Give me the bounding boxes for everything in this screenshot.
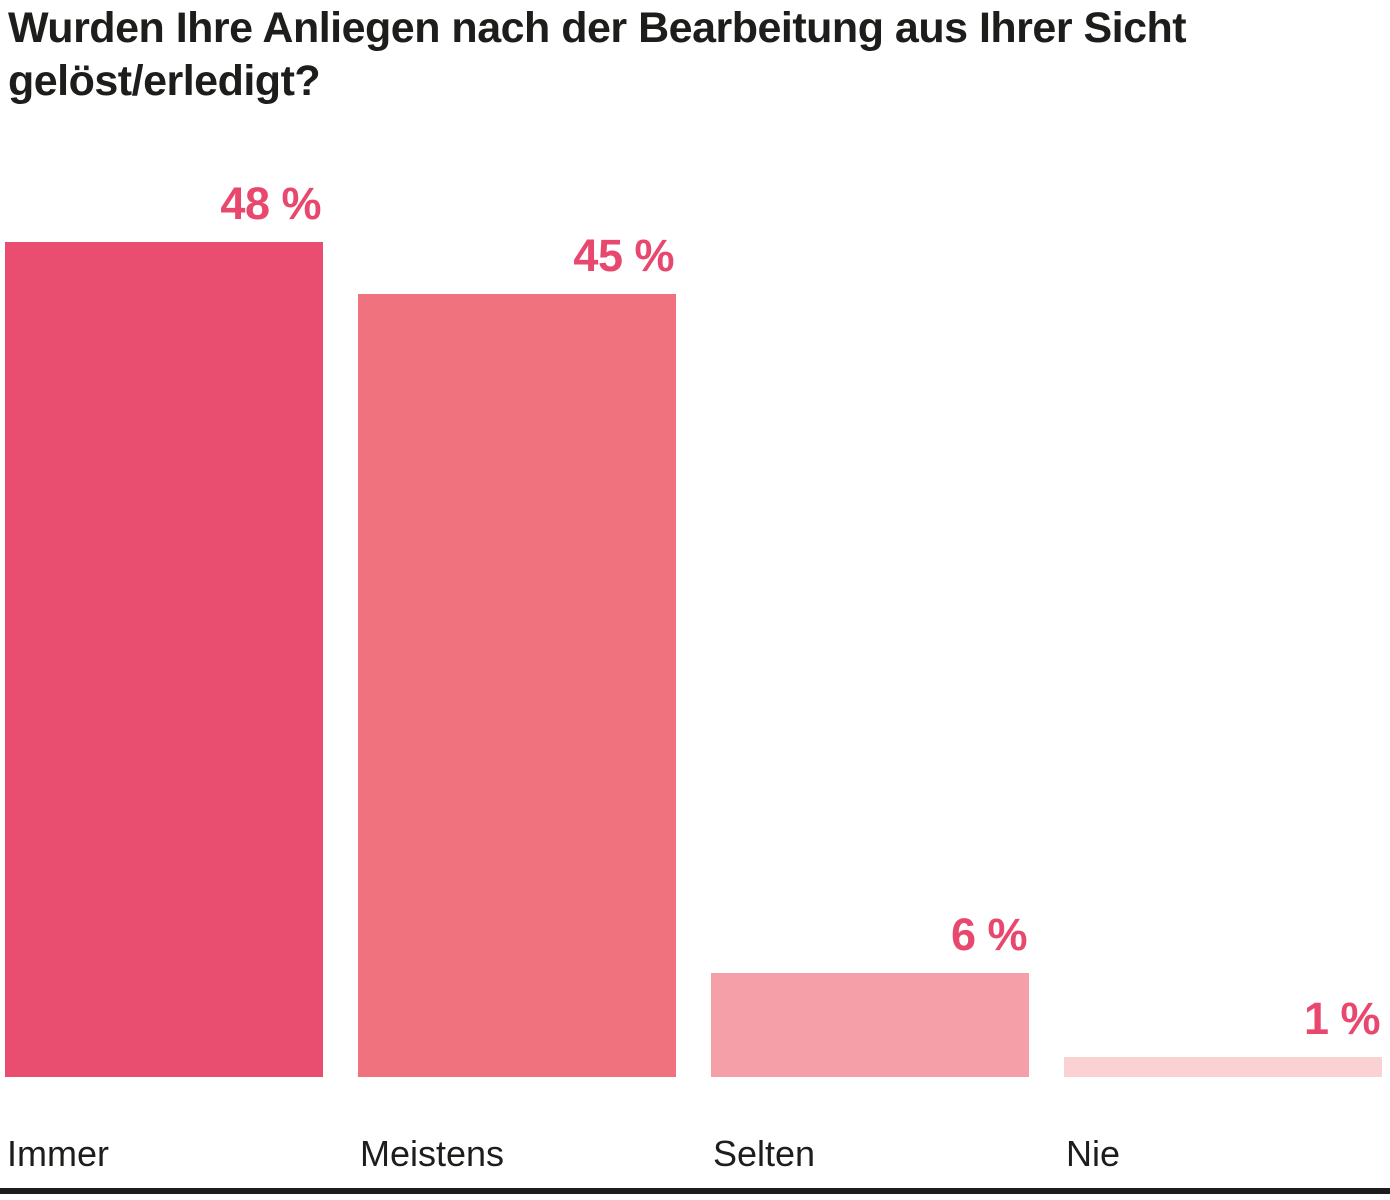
bar-selten xyxy=(711,973,1029,1077)
bar-nie xyxy=(1064,1057,1382,1077)
bar-meistens xyxy=(358,294,676,1077)
bar-group-nie: 1 % Nie xyxy=(1064,993,1382,1174)
x-axis-label-immer: Immer xyxy=(7,1133,109,1174)
bar-value-label: 45 % xyxy=(573,230,674,281)
bar-group-meistens: 45 % Meistens xyxy=(358,230,676,1174)
bar-value-label: 1 % xyxy=(1303,993,1381,1044)
chart-title: Wurden Ihre Anliegen nach der Bearbeitun… xyxy=(8,4,1187,105)
bottom-divider xyxy=(0,1188,1390,1194)
x-axis-label-meistens: Meistens xyxy=(360,1133,505,1174)
x-axis-label-selten: Selten xyxy=(713,1133,816,1174)
bar-group-selten: 6 % Selten xyxy=(711,909,1029,1174)
x-axis-label-nie: Nie xyxy=(1066,1133,1121,1174)
bar-value-label: 6 % xyxy=(950,909,1028,960)
bar-immer xyxy=(5,242,323,1077)
bar-group-immer: 48 % Immer xyxy=(5,178,323,1174)
bar-value-label: 48 % xyxy=(220,178,321,229)
